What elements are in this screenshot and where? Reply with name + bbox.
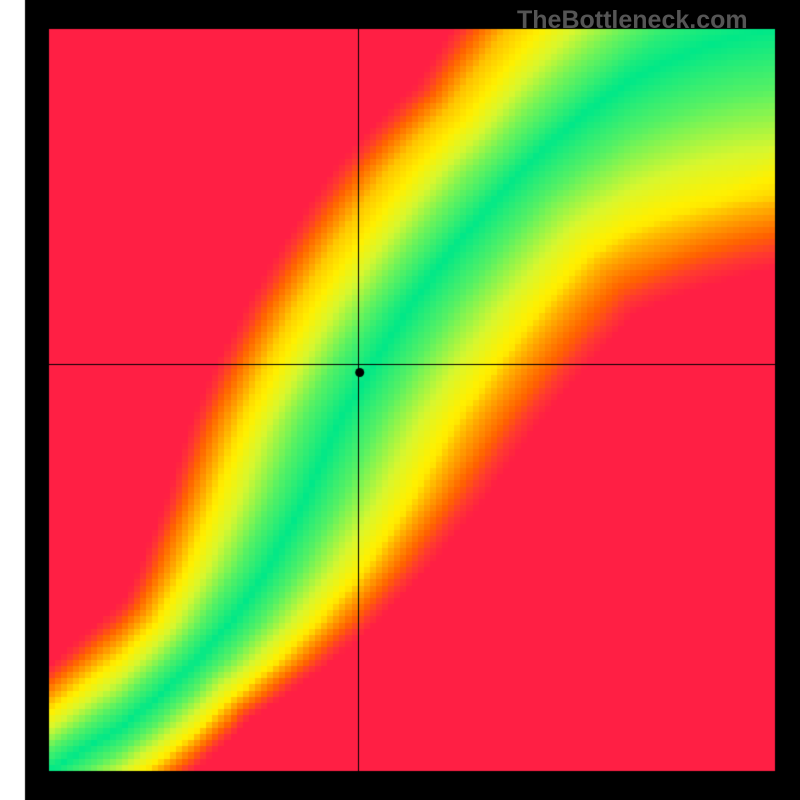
chart-root: TheBottleneck.com bbox=[0, 0, 800, 800]
watermark-label: TheBottleneck.com bbox=[517, 6, 748, 35]
bottleneck-heatmap bbox=[0, 0, 800, 800]
